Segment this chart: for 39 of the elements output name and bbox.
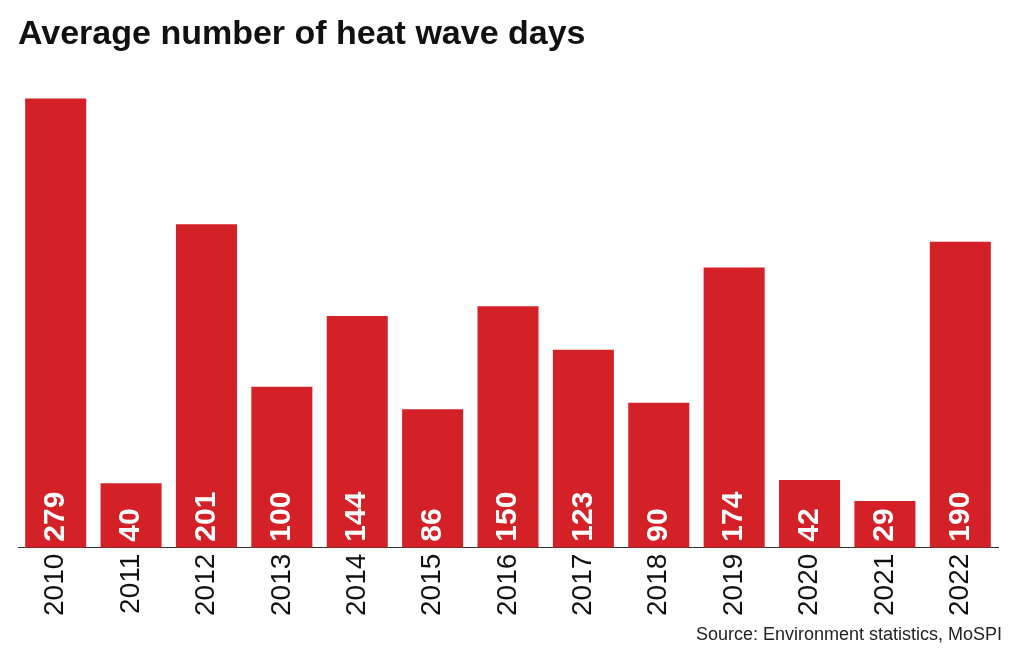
data-label: 90 (640, 508, 674, 542)
bar (25, 98, 87, 548)
data-label: 150 (489, 491, 523, 542)
data-label: 40 (112, 508, 146, 542)
bar (779, 480, 841, 548)
data-label: 86 (413, 508, 447, 542)
x-tick-label: 2016 (490, 553, 522, 617)
data-label: 42 (790, 508, 824, 542)
x-tick-label: 2011 (113, 553, 145, 614)
x-tick-label: 2017 (566, 553, 598, 617)
chart-title: Average number of heat wave days (18, 12, 586, 51)
bar (402, 409, 464, 548)
data-label: 29 (866, 508, 900, 542)
x-tick-label: 2019 (716, 553, 748, 617)
bar (477, 306, 539, 548)
x-tick-label: 2020 (792, 553, 824, 617)
data-label: 100 (263, 491, 297, 542)
x-tick-label: 2013 (264, 553, 296, 617)
bar (552, 349, 614, 548)
x-tick-label: 2018 (641, 553, 673, 617)
data-label: 279 (36, 491, 70, 542)
x-tick-label: 2015 (415, 553, 447, 617)
bar (326, 315, 388, 548)
data-label: 174 (715, 491, 749, 542)
bar (703, 267, 765, 548)
data-label: 144 (338, 491, 372, 542)
data-label: 123 (564, 491, 598, 542)
x-tick-label: 2022 (943, 553, 975, 617)
data-label: 190 (941, 491, 975, 542)
bar (251, 386, 313, 548)
x-tick-label: 2014 (339, 553, 371, 617)
x-tick-label: 2010 (38, 553, 70, 617)
bar (929, 241, 991, 548)
data-label: 201 (187, 491, 221, 542)
bar (628, 402, 690, 548)
source-note: Source: Environment statistics, MoSPI (695, 623, 1002, 644)
x-tick-label: 2021 (867, 553, 899, 617)
bar (175, 224, 237, 548)
x-tick-label: 2012 (189, 553, 221, 617)
